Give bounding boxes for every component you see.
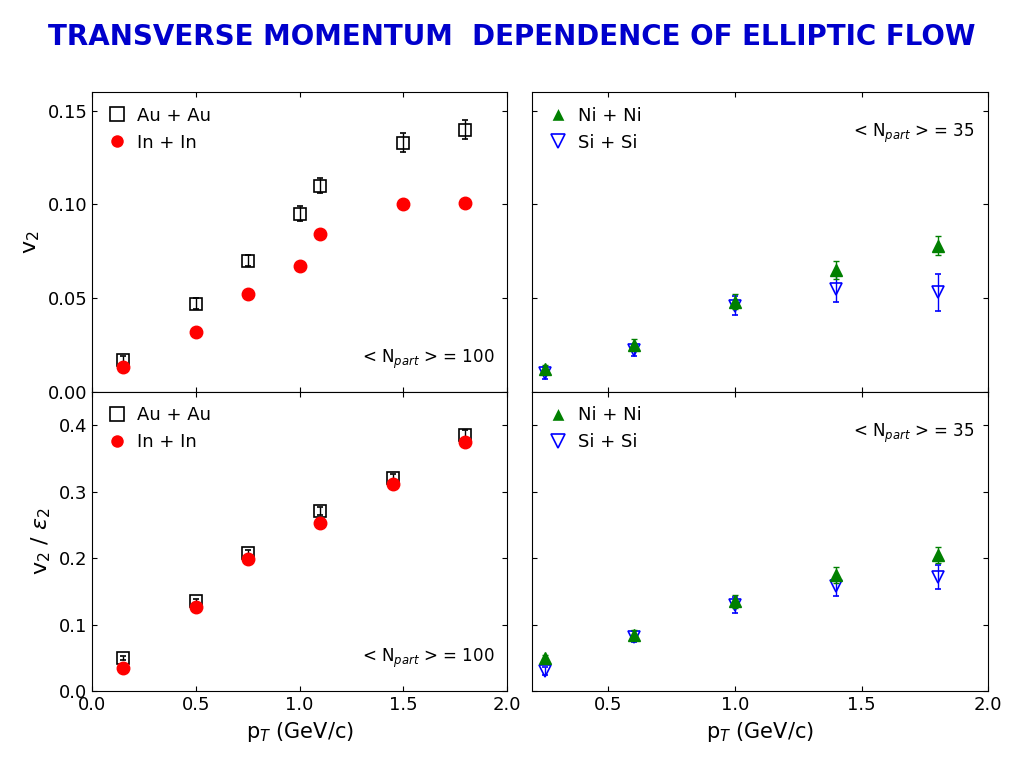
Text: < N$_{part}$ > = 35: < N$_{part}$ > = 35 <box>853 422 975 445</box>
Text: TRANSVERSE MOMENTUM  DEPENDENCE OF ELLIPTIC FLOW: TRANSVERSE MOMENTUM DEPENDENCE OF ELLIPT… <box>48 23 976 51</box>
Y-axis label: v$_2$: v$_2$ <box>22 230 42 253</box>
Legend: Au + Au, In + In: Au + Au, In + In <box>101 101 217 157</box>
Legend: Au + Au, In + In: Au + Au, In + In <box>101 401 217 456</box>
X-axis label: p$_T$ (GeV/c): p$_T$ (GeV/c) <box>707 720 814 743</box>
Y-axis label: v$_2$ / $\varepsilon_2$: v$_2$ / $\varepsilon_2$ <box>30 508 53 575</box>
Text: < N$_{part}$ > = 100: < N$_{part}$ > = 100 <box>361 647 495 670</box>
Text: < N$_{part}$ > = 100: < N$_{part}$ > = 100 <box>361 347 495 371</box>
Legend: Ni + Ni, Si + Si: Ni + Ni, Si + Si <box>542 401 647 456</box>
Text: < N$_{part}$ > = 35: < N$_{part}$ > = 35 <box>853 122 975 145</box>
Legend: Ni + Ni, Si + Si: Ni + Ni, Si + Si <box>542 101 647 157</box>
X-axis label: p$_T$ (GeV/c): p$_T$ (GeV/c) <box>246 720 353 743</box>
